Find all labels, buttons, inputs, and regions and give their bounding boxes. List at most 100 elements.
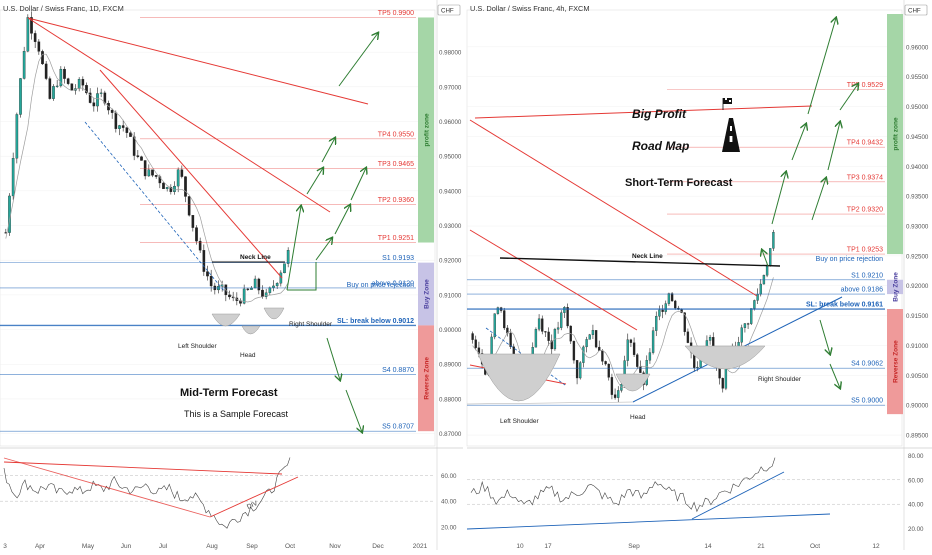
head-label: Head (240, 352, 256, 359)
x-tick-label: 21 (757, 543, 765, 550)
candle-up (275, 283, 279, 287)
head-shape (241, 325, 261, 335)
y-tick-label: 0.92000 (439, 258, 462, 265)
level-label-s: above 0.9186 (841, 287, 884, 294)
candle-up (585, 339, 588, 348)
y-tick-label: 0.90500 (906, 373, 929, 380)
level-label-sl: SL: break below 0.9161 (806, 302, 883, 309)
rsi-tick-label: 20.00 (908, 526, 924, 533)
candle-down (471, 333, 474, 340)
candle-up (696, 366, 699, 369)
left-shoulder-label: Left Shoulder (178, 343, 218, 350)
y-tick-label: 0.98000 (439, 50, 462, 57)
trendline-red (469, 119, 758, 297)
y-tick-label: 0.95000 (439, 154, 462, 161)
level-label-tp: TP1 0.9251 (378, 235, 414, 242)
candle-up (52, 86, 55, 99)
candle-up (55, 85, 59, 87)
candle-up (772, 232, 775, 249)
chart-panel-4h: 0.96000 0.95500 0.95000 0.94500 0.94000 0.935… (466, 0, 932, 550)
candle-down (103, 92, 107, 104)
currency-badge: CHF (908, 8, 921, 15)
y-tick-label: 0.94000 (906, 164, 929, 171)
candle-down (154, 175, 158, 177)
candle-down (686, 331, 690, 343)
y-tick-label: 0.92500 (906, 253, 929, 260)
zone-label-buy: Buy Zone (893, 272, 900, 302)
candle-down (572, 340, 576, 361)
candle-down (41, 51, 44, 65)
rsi-trendline-red (209, 476, 299, 518)
level-label-s: S5 0.9000 (851, 398, 883, 405)
candle-up (537, 318, 541, 330)
rsi-tick-label: 40.00 (441, 499, 457, 506)
candle-up (743, 323, 747, 328)
candle-down (547, 331, 550, 341)
head-shape (615, 373, 651, 392)
level-label-tp: TP5 0.9529 (847, 82, 883, 89)
x-tick-label: May (82, 543, 95, 550)
buy-rejection-label: Buy on price rejection (816, 256, 883, 263)
candle-up (626, 339, 629, 361)
forecast-arrow (350, 168, 366, 201)
x-tick-label: Dec (372, 543, 384, 550)
candle-up (756, 294, 759, 301)
y-tick-label: 0.92000 (906, 283, 929, 290)
candle-down (85, 85, 88, 94)
candle-down (180, 169, 184, 177)
candle-down (158, 176, 162, 184)
candle-down (503, 310, 506, 329)
candle-up (759, 283, 762, 295)
right-shoulder-label: Right Shoulder (289, 321, 333, 328)
candle-down (594, 330, 598, 348)
candle-up (264, 292, 268, 297)
zone-buy (418, 262, 434, 326)
forecast-arrow (791, 124, 806, 161)
candle-down (169, 187, 173, 192)
candle-up (563, 307, 566, 313)
candle-down (209, 275, 213, 287)
finish-flag-icon (723, 98, 732, 104)
y-tick-label: 0.93500 (906, 194, 929, 201)
zone-profit (418, 17, 434, 243)
candle-up (651, 330, 655, 353)
candle-down (37, 41, 41, 52)
candle-down (121, 125, 125, 128)
candle-up (658, 309, 661, 317)
candle-up (769, 248, 772, 266)
candle-up (242, 288, 246, 304)
candle-down (598, 346, 601, 351)
left-shoulder-shape (477, 353, 561, 401)
candle-up (268, 287, 272, 293)
forecast-arrow (762, 250, 769, 267)
y-tick-label: 0.89000 (439, 362, 462, 369)
trendline-blue-dashed (485, 327, 566, 386)
y-tick-label: 0.96000 (439, 119, 462, 126)
forecast-arrow (839, 84, 858, 111)
forecast-arrow (326, 337, 340, 380)
candle-down (44, 63, 48, 79)
zone-label-buy: Buy Zone (424, 279, 431, 309)
candle-down (613, 394, 617, 398)
rsi-trendline-blue (691, 471, 785, 520)
zone-buy (887, 279, 903, 295)
level-label-sl: SL: break below 0.9012 (337, 318, 414, 325)
candle-up (173, 185, 176, 192)
forecast-arrow (334, 205, 350, 235)
candle-down (184, 176, 187, 197)
x-tick-label: Nov (329, 543, 341, 550)
candle-down (129, 132, 132, 137)
candle-down (140, 156, 143, 161)
candle-down (30, 17, 33, 34)
forecast-title: Short-Term Forecast (625, 177, 733, 189)
forecast-arrow (807, 18, 836, 115)
candle-up (176, 169, 180, 187)
rsi-trendline-blue (466, 513, 831, 530)
candle-up (617, 390, 620, 398)
candle-up (750, 308, 753, 324)
forecast-arrow (306, 168, 323, 195)
candle-down (70, 83, 74, 91)
chart-title: U.S. Dollar / Swiss Franc, 4h, FXCM (470, 4, 590, 13)
trendline-blue-dashed (84, 121, 226, 293)
